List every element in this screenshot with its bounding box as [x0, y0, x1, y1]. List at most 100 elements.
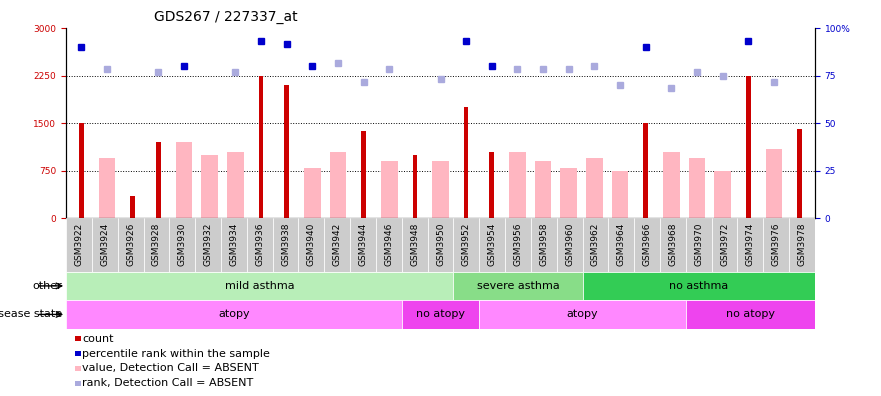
Bar — [144, 218, 169, 272]
Bar — [454, 218, 479, 272]
Bar — [685, 300, 815, 329]
Bar — [560, 168, 577, 218]
Text: GSM3978: GSM3978 — [797, 223, 806, 266]
Bar — [350, 218, 376, 272]
Bar — [272, 218, 299, 272]
Bar — [490, 152, 494, 218]
Text: GSM3956: GSM3956 — [514, 223, 522, 266]
Bar — [643, 123, 648, 218]
Text: GSM3928: GSM3928 — [152, 223, 161, 266]
Bar — [202, 155, 218, 218]
Bar — [227, 152, 244, 218]
Bar — [611, 171, 628, 218]
Bar — [196, 218, 221, 272]
Bar — [609, 218, 634, 272]
Text: GSM3948: GSM3948 — [411, 223, 419, 266]
Bar — [789, 218, 815, 272]
Bar — [130, 196, 135, 218]
Bar — [66, 218, 92, 272]
Bar — [361, 131, 366, 218]
Bar — [797, 129, 802, 218]
Bar — [285, 85, 289, 218]
Bar — [685, 218, 712, 272]
Text: GSM3968: GSM3968 — [669, 223, 677, 266]
Bar — [766, 148, 782, 218]
Bar — [557, 218, 582, 272]
Text: count: count — [82, 333, 114, 344]
Text: GSM3932: GSM3932 — [204, 223, 212, 266]
Text: GSM3926: GSM3926 — [126, 223, 135, 266]
Text: GSM3970: GSM3970 — [694, 223, 703, 266]
Bar — [737, 218, 763, 272]
Bar — [505, 218, 531, 272]
Text: GSM3958: GSM3958 — [539, 223, 548, 266]
Bar — [99, 158, 115, 218]
Text: GSM3942: GSM3942 — [333, 223, 342, 266]
Bar — [92, 218, 118, 272]
Bar — [535, 161, 552, 218]
Bar — [433, 161, 448, 218]
Bar — [169, 218, 196, 272]
Bar — [634, 218, 660, 272]
Text: GSM3950: GSM3950 — [436, 223, 445, 266]
Bar — [586, 158, 603, 218]
Text: GSM3964: GSM3964 — [617, 223, 626, 266]
Text: GSM3960: GSM3960 — [565, 223, 574, 266]
Text: GSM3938: GSM3938 — [281, 223, 290, 266]
Bar — [402, 218, 427, 272]
Bar — [381, 161, 397, 218]
Text: no atopy: no atopy — [416, 309, 465, 320]
Text: value, Detection Call = ABSENT: value, Detection Call = ABSENT — [82, 364, 259, 373]
Bar — [329, 152, 346, 218]
Text: GSM3972: GSM3972 — [720, 223, 729, 266]
Text: other: other — [32, 281, 62, 291]
Bar — [66, 300, 402, 329]
Text: GSM3974: GSM3974 — [746, 223, 755, 266]
Text: GDS267 / 227337_at: GDS267 / 227337_at — [154, 10, 298, 24]
Bar — [746, 76, 751, 218]
Bar — [663, 152, 679, 218]
Bar — [479, 300, 685, 329]
Bar — [259, 76, 263, 218]
Bar — [247, 218, 272, 272]
Bar — [412, 155, 418, 218]
Text: no atopy: no atopy — [726, 309, 775, 320]
Bar — [582, 272, 815, 300]
Bar — [156, 142, 160, 218]
Bar — [79, 123, 84, 218]
Bar — [714, 171, 731, 218]
Text: disease state: disease state — [0, 309, 62, 320]
Bar — [118, 218, 144, 272]
Text: rank, Detection Call = ABSENT: rank, Detection Call = ABSENT — [82, 379, 254, 388]
Text: GSM3946: GSM3946 — [384, 223, 393, 266]
Bar — [763, 218, 789, 272]
Text: mild asthma: mild asthma — [225, 281, 294, 291]
Text: GSM3954: GSM3954 — [488, 223, 497, 266]
Text: GSM3922: GSM3922 — [75, 223, 84, 266]
Bar — [660, 218, 685, 272]
Bar — [175, 142, 192, 218]
Text: severe asthma: severe asthma — [477, 281, 559, 291]
Text: no asthma: no asthma — [669, 281, 729, 291]
Bar — [712, 218, 737, 272]
Bar — [324, 218, 350, 272]
Bar — [582, 218, 609, 272]
Bar — [509, 152, 526, 218]
Text: GSM3966: GSM3966 — [642, 223, 652, 266]
Text: GSM3924: GSM3924 — [100, 223, 109, 266]
Text: atopy: atopy — [218, 309, 249, 320]
Text: GSM3940: GSM3940 — [307, 223, 316, 266]
Text: GSM3976: GSM3976 — [772, 223, 781, 266]
Bar — [402, 300, 479, 329]
Text: atopy: atopy — [566, 309, 598, 320]
Bar — [304, 168, 321, 218]
Bar — [454, 272, 582, 300]
Bar — [427, 218, 454, 272]
Bar — [376, 218, 402, 272]
Text: GSM3934: GSM3934 — [229, 223, 239, 266]
Bar — [531, 218, 557, 272]
Bar — [66, 272, 454, 300]
Text: GSM3944: GSM3944 — [359, 223, 367, 266]
Bar — [221, 218, 247, 272]
Text: percentile rank within the sample: percentile rank within the sample — [82, 348, 270, 358]
